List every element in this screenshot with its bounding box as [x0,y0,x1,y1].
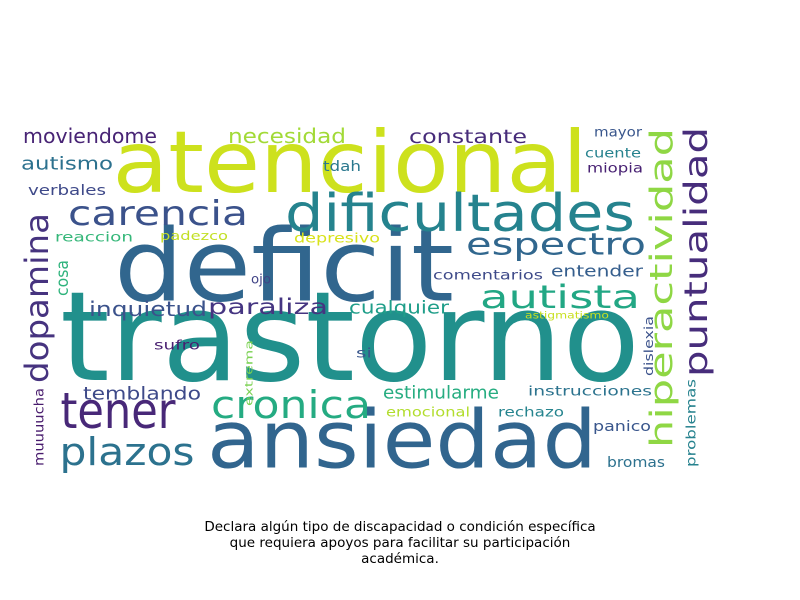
cloud-word: panico [593,419,651,435]
cloud-word: cuente [585,147,641,162]
cloud-word: puntualidad [677,127,715,377]
figure-caption: Declara algún tipo de discapacidad o con… [150,519,650,567]
cloud-word: dificultades [285,184,635,244]
cloud-word: plazos [60,430,195,474]
cloud-word: instrucciones [528,385,652,400]
cloud-word: sufro [154,339,200,354]
cloud-word: extrema [243,340,256,406]
cloud-word: autismo [21,154,113,175]
cloud-word: astigmatismo [525,311,609,322]
caption-line-1: Declara algún tipo de discapacidad o con… [204,519,596,535]
cloud-word: depresivo [294,232,380,247]
cloud-word: temblando [83,384,201,405]
cloud-word: dislexia [642,316,656,376]
cloud-word: deficit [114,208,454,325]
cloud-word: entender [551,262,644,281]
cloud-word: trastorno [60,266,640,410]
cloud-word: autista [480,278,640,316]
cloud-word: comentarios [433,269,543,284]
cloud-word: carencia [68,194,248,234]
cloud-word: mayor [594,126,643,141]
cloud-word: bromas [607,455,665,471]
cloud-word: reaccion [55,231,133,246]
cloud-word: necesidad [228,124,346,148]
cloud-word: si [356,347,372,362]
cloud-word: cosa [53,260,73,296]
cloud-word: verbales [28,183,106,199]
cloud-word: problemas [685,379,700,467]
cloud-word: cronica [211,383,371,427]
cloud-word: tener [61,382,176,440]
cloud-word: miopia [587,162,643,177]
cloud-word: emocional [386,406,470,421]
cloud-word: atencional [113,113,588,213]
cloud-word: tdah [323,159,361,175]
cloud-word: moviendome [23,124,157,148]
cloud-word: espectro [466,228,646,263]
cloud-word: muuuucha [33,388,48,466]
cloud-word: constante [409,126,527,148]
cloud-word: inquietud [89,297,207,321]
cloud-word: rechazo [498,406,564,421]
cloud-word: ojo [251,273,271,288]
cloud-word: estimularme [383,383,499,404]
caption-line-3: académica. [361,551,439,567]
cloud-word: hiperactividad [644,128,680,448]
cloud-word: ansiedad [207,394,597,487]
cloud-word: cualquier [349,298,450,319]
cloud-word: paraliza [208,295,328,319]
cloud-word: padezco [160,229,228,243]
cloud-word: dopamina [18,213,56,383]
caption-line-2: que requiera apoyos para facilitar su pa… [229,535,571,551]
